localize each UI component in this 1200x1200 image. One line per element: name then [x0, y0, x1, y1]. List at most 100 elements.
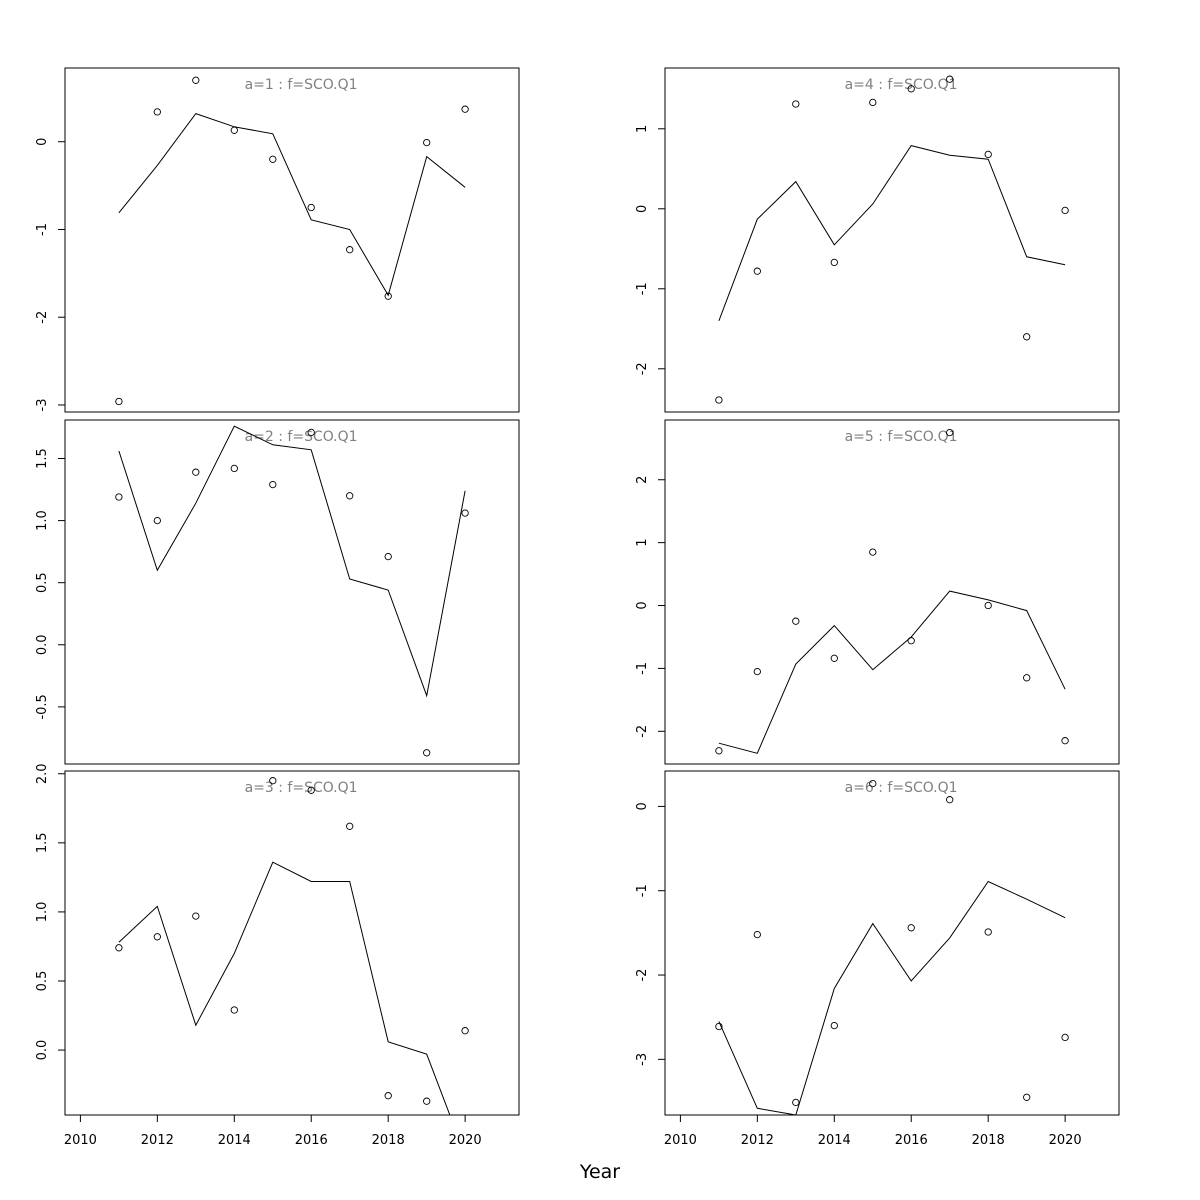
observed-point — [869, 779, 877, 788]
observed-point — [269, 155, 277, 163]
observed-point — [1061, 206, 1069, 215]
observed-point — [192, 76, 200, 84]
observed-point — [115, 397, 123, 406]
y-tick-label: 0.5 — [35, 971, 50, 992]
panel-title: a=3 : f=SCO.Q1 — [245, 780, 358, 796]
observed-point — [715, 1022, 723, 1031]
fitted-series-line — [718, 590, 1066, 754]
y-tick-label: 0 — [635, 802, 650, 810]
y-tick-label: -2 — [635, 725, 650, 738]
observed-point — [753, 267, 761, 275]
observed-point — [830, 654, 838, 662]
x-tick-label: 2016 — [895, 1133, 928, 1148]
plot-area — [115, 777, 469, 1115]
x-tick-label: 2012 — [741, 1133, 774, 1148]
panel-4: a=4 : f=SCO.Q1 -2 -1 0 1 — [635, 67, 1120, 413]
observed-point — [984, 601, 992, 610]
y-tick-label: -1 — [635, 282, 650, 295]
x-tick-label: 2012 — [141, 1133, 174, 1148]
observed-point — [384, 292, 392, 300]
y-tick-label: 2.0 — [35, 763, 50, 784]
observed-point — [907, 85, 915, 93]
x-tick-label: 2020 — [449, 1133, 482, 1148]
y-tick-label: 0 — [35, 138, 50, 146]
panel-title: a=5 : f=SCO.Q1 — [845, 429, 958, 445]
y-tick-label: 0.0 — [35, 1040, 50, 1061]
panel-3: a=3 : f=SCO.Q1 0.0 0.5 1.0 1.5 2.0 2010 2012 201… — [35, 763, 520, 1148]
panel-1: a=1 : f=SCO.Q1 -3 -2 -1 0 — [35, 67, 520, 413]
y-tick-label: -2 — [35, 311, 50, 324]
observed-point — [192, 912, 200, 920]
panel-2: a=2 : f=SCO.Q1 -0.5 0.0 0.5 1.0 1.5 — [35, 419, 520, 765]
x-tick-label: 2014 — [218, 1133, 251, 1148]
observed-point — [715, 396, 723, 404]
y-tick-label: -1 — [35, 223, 50, 236]
observed-point — [307, 786, 315, 794]
observed-point — [230, 464, 238, 473]
observed-point — [869, 548, 877, 556]
y-tick-label: 2 — [635, 476, 650, 484]
observed-point — [115, 944, 123, 952]
plot-area — [715, 779, 1069, 1115]
x-tick-label: 2014 — [818, 1133, 851, 1148]
observed-point — [269, 777, 277, 785]
x-tick-label: 2018 — [972, 1133, 1005, 1148]
y-tick-label: 0.5 — [35, 572, 50, 593]
panel-6: a=6 : f=SCO.Q1 -3 -2 -1 0 2010 2012 2014 2016 201… — [635, 770, 1120, 1148]
observed-point — [830, 1021, 838, 1030]
panel-title: a=6 : f=SCO.Q1 — [845, 780, 958, 796]
y-tick-label: 0.0 — [35, 634, 50, 655]
fitted-series-line — [118, 425, 466, 698]
observed-point — [230, 1006, 238, 1014]
observed-point — [984, 150, 992, 159]
observed-point — [307, 428, 315, 437]
x-tick-label: 2010 — [64, 1133, 97, 1148]
observed-point — [715, 747, 723, 755]
observed-point — [423, 138, 431, 147]
fitted-series-line — [118, 113, 466, 297]
panel-5: a=5 : f=SCO.Q1 -2 -1 0 1 2 — [635, 419, 1120, 765]
observed-point — [153, 933, 161, 941]
observed-point — [792, 1098, 800, 1107]
y-tick-label: 1 — [635, 538, 650, 546]
y-tick-label: 0 — [635, 601, 650, 609]
observed-point — [230, 126, 238, 134]
y-tick-label: -1 — [635, 662, 650, 675]
y-tick-label: -2 — [635, 362, 650, 375]
observed-point — [192, 468, 200, 476]
x-tick-label: 2020 — [1049, 1133, 1082, 1148]
observed-point — [153, 516, 161, 525]
observed-point — [307, 203, 315, 212]
observed-point — [907, 637, 915, 645]
x-axis-title: Year — [579, 1161, 620, 1183]
y-tick-label: -0.5 — [35, 694, 50, 719]
observed-point — [946, 428, 954, 437]
observed-point — [1023, 1093, 1031, 1101]
observed-point — [792, 100, 800, 108]
y-tick-label: 1.0 — [35, 902, 50, 923]
observed-point — [384, 1092, 392, 1100]
plot-frame — [64, 770, 520, 1116]
observed-point — [115, 493, 123, 501]
fitted-series-line — [118, 861, 451, 1115]
plot-frame — [664, 770, 1120, 1116]
y-tick-label: -3 — [635, 1053, 650, 1066]
observed-point — [153, 108, 161, 116]
observed-point — [869, 98, 877, 107]
x-tick-label: 2016 — [295, 1133, 328, 1148]
plot-area — [115, 76, 469, 406]
observed-point — [346, 822, 354, 830]
panel-title: a=4 : f=SCO.Q1 — [845, 77, 958, 93]
y-tick-label: 0 — [635, 205, 650, 213]
x-tick-label: 2010 — [664, 1133, 697, 1148]
plot-area — [715, 428, 1069, 755]
observed-point — [753, 930, 761, 939]
observed-point — [384, 552, 392, 561]
observed-point — [423, 1097, 431, 1105]
plot-frame — [64, 67, 520, 413]
observed-point — [1023, 333, 1031, 341]
plot-frame — [664, 419, 1120, 765]
plot-area — [115, 425, 469, 757]
observed-point — [269, 480, 277, 489]
panels-group: a=1 : f=SCO.Q1 -3 -2 -1 0 a=2 : f=SCO.Q1 -0.5 0… — [35, 67, 1120, 1148]
